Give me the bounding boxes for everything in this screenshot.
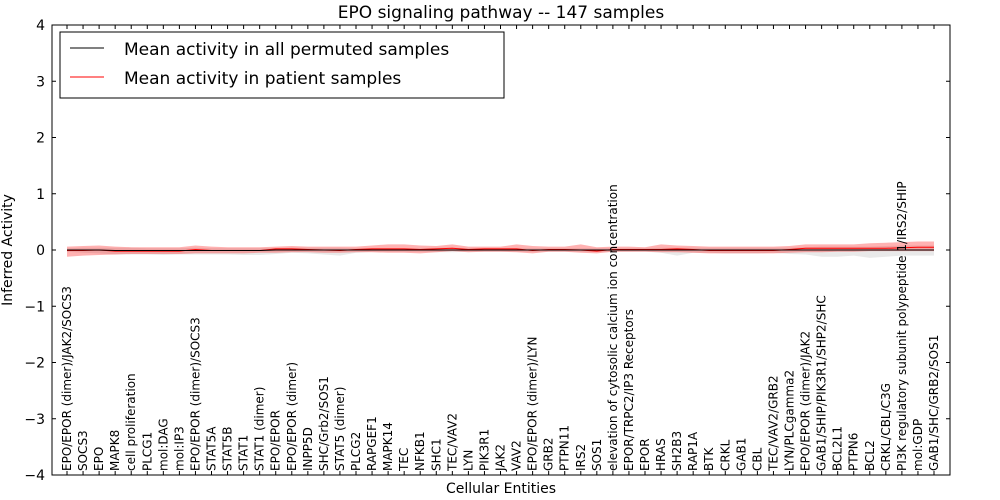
- x-tick-label-17: STAT5 (dimer): [333, 387, 347, 471]
- x-tick-label-53: mol:GDP: [911, 419, 925, 471]
- x-tick-label-18: PLCG2: [349, 432, 363, 471]
- y-tick-label-1: −3: [24, 412, 45, 428]
- x-tick-label-42: GAB1: [734, 438, 748, 471]
- x-tick-label-49: PTPN6: [847, 433, 861, 471]
- y-tick-label-7: 3: [36, 74, 45, 90]
- x-tick-label-14: EPO/EPOR (dimer): [285, 362, 299, 471]
- x-tick-label-48: BCL2L1: [831, 426, 845, 471]
- legend-label-permuted: Mean activity in all permuted samples: [124, 40, 449, 60]
- y-axis-label: Inferred Activity: [0, 194, 16, 306]
- x-tick-label-27: JAK2: [494, 444, 508, 472]
- chart-title: EPO signaling pathway -- 147 samples: [338, 3, 665, 23]
- x-tick-label-38: SH2B3: [670, 431, 684, 471]
- x-tick-label-28: VAV2: [510, 440, 524, 471]
- y-tick-label-2: −2: [24, 356, 45, 372]
- y-tick-label-5: 1: [36, 187, 45, 203]
- x-tick-label-50: BCL2: [863, 440, 877, 471]
- legend: Mean activity in all permuted samples Me…: [59, 31, 505, 99]
- x-tick-label-30: GRB2: [542, 437, 556, 471]
- x-tick-label-34: elevation of cytosolic calcium ion conce…: [606, 184, 620, 471]
- x-tick-label-35: EPOR/TRPC2/IP3 Receptors: [622, 309, 636, 471]
- x-tick-label-36: EPOR: [638, 438, 652, 471]
- x-tick-label-44: TEC/VAV2/GRB2: [766, 375, 780, 472]
- x-tick-label-22: NFKB1: [413, 431, 427, 471]
- x-tick-label-47: GAB1/SHIP/PIK3R1/SHP2/SHC: [815, 295, 829, 471]
- x-tick-label-40: BTK: [702, 446, 716, 471]
- x-tick-label-54: GAB1/SHC/GRB2/SOS1: [927, 335, 941, 471]
- y-axis: −4 −3 −2 −1 0 1 2 3 4: [24, 18, 950, 484]
- x-tick-label-41: CRKL: [718, 439, 732, 471]
- y-tick-label-3: −1: [24, 299, 45, 315]
- x-tick-label-25: LYN: [461, 450, 475, 471]
- y-tick-label-6: 2: [36, 131, 45, 147]
- x-tick-label-51: CRKL/CBL/C3G: [879, 383, 893, 471]
- x-axis: EPO/EPOR (dimer)/JAK2/SOCS3 SOCS3 EPO MAPK8…: [60, 25, 941, 475]
- x-tick-label-10: STAT5B: [221, 427, 235, 472]
- x-tick-label-2: EPO: [92, 447, 106, 471]
- x-tick-label-8: EPO/EPOR (dimer)/SOCS3: [188, 317, 202, 471]
- x-tick-label-46: EPO/EPOR (dimer)/JAK2: [799, 331, 813, 471]
- x-tick-label-20: MAPK14: [381, 422, 395, 471]
- x-tick-label-3: MAPK8: [108, 430, 122, 471]
- x-tick-label-23: SHC1: [429, 438, 443, 471]
- x-tick-label-32: IRS2: [574, 444, 588, 471]
- x-tick-label-16: SHC/Grb2/SOS1: [317, 376, 331, 471]
- x-tick-label-13: EPO/EPOR: [269, 410, 283, 471]
- series-lines: [67, 246, 934, 252]
- x-tick-label-26: PIK3R1: [477, 429, 491, 471]
- x-tick-label-0: EPO/EPOR (dimer)/JAK2/SOCS3: [60, 286, 74, 471]
- x-tick-label-5: PLCG1: [140, 432, 154, 471]
- x-tick-label-52: PI3K regulatory subunit polypeptide 1/IR…: [895, 181, 909, 471]
- x-tick-label-11: STAT1: [237, 435, 251, 471]
- x-tick-label-7: mol:IP3: [172, 426, 186, 471]
- x-tick-label-45: LYN/PLCgamma2: [783, 370, 797, 471]
- line-series-0: [67, 249, 934, 252]
- x-tick-label-15: INPP5D: [301, 427, 315, 471]
- y-tick-label-4: 0: [36, 243, 45, 259]
- y-tick-label-0: −4: [24, 468, 45, 484]
- y-tick-label-8: 4: [36, 18, 45, 34]
- x-tick-label-29: EPO/EPOR (dimer)/LYN: [526, 337, 540, 471]
- x-tick-label-33: SOS1: [590, 439, 604, 471]
- x-tick-label-4: cell proliferation: [124, 373, 138, 471]
- legend-label-patient: Mean activity in patient samples: [124, 69, 401, 89]
- x-tick-label-9: STAT5A: [205, 426, 219, 471]
- x-tick-label-31: PTPN11: [558, 425, 572, 471]
- x-tick-label-19: RAPGEF1: [365, 416, 379, 471]
- x-tick-label-21: TEC: [397, 448, 411, 472]
- x-tick-label-1: SOCS3: [76, 430, 90, 471]
- x-tick-label-37: HRAS: [654, 438, 668, 471]
- x-tick-label-39: RAP1A: [686, 431, 700, 471]
- x-tick-label-12: STAT1 (dimer): [253, 387, 267, 471]
- x-tick-label-6: mol:DAG: [156, 418, 170, 471]
- x-tick-label-43: CBL: [750, 447, 764, 471]
- x-tick-label-24: TEC/VAV2: [445, 413, 459, 472]
- legend-frame: [59, 31, 505, 99]
- x-axis-label: Cellular Entities: [446, 481, 556, 497]
